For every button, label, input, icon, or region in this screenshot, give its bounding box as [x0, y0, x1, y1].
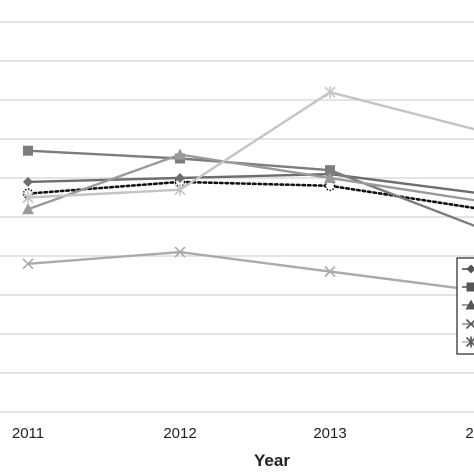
point-marker-square [23, 146, 33, 156]
series-group [22, 86, 474, 296]
x-tick-label: 2012 [163, 425, 196, 442]
x-tick-labels: 2011 2012 2013 2014 [12, 425, 474, 442]
x-tick-label: 2014 [465, 425, 474, 442]
x-tick-label: 2011 [12, 425, 44, 442]
series-4 [23, 247, 474, 296]
series-line [28, 92, 474, 197]
legend [457, 258, 474, 354]
series-line [28, 252, 474, 291]
x-tick-label: 2013 [313, 425, 346, 442]
gridlines [0, 22, 474, 412]
point-marker-square [467, 283, 474, 292]
x-axis-title: Year [254, 451, 290, 470]
